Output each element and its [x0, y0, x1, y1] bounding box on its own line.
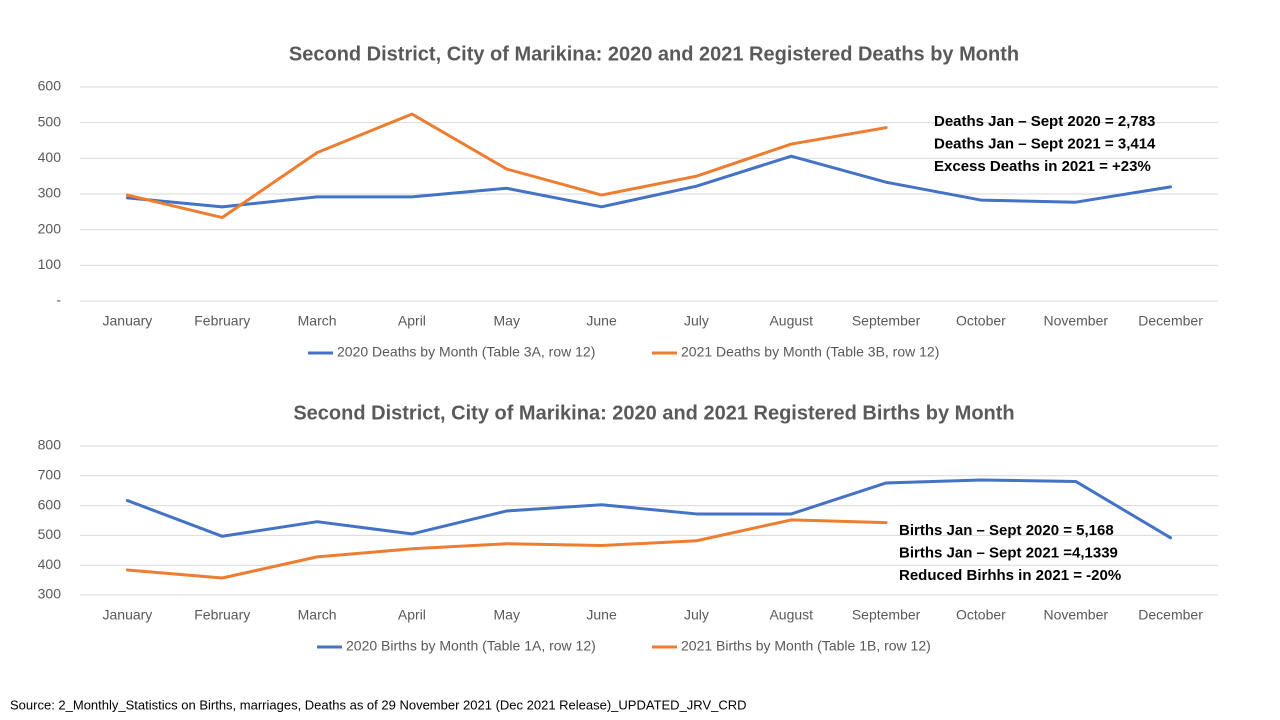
y-tick-label: 200: [38, 220, 62, 236]
x-tick-label: September: [852, 313, 921, 329]
y-tick-label: 600: [38, 496, 62, 512]
chart-title: Second District, City of Marikina: 2020 …: [289, 43, 1019, 65]
x-tick-label: December: [1138, 313, 1203, 329]
y-tick-label: -: [56, 292, 61, 308]
x-tick-label: November: [1043, 313, 1108, 329]
x-tick-label: March: [298, 607, 337, 623]
y-tick-label: 100: [38, 256, 62, 272]
y-tick-label: 800: [38, 437, 62, 453]
chart-title: Second District, City of Marikina: 2020 …: [293, 402, 1014, 424]
legend-label: 2020 Deaths by Month (Table 3A, row 12): [337, 344, 595, 360]
x-tick-label: October: [956, 313, 1006, 329]
x-tick-label: March: [298, 313, 337, 329]
annotation: Deaths Jan – Sept 2020 = 2,783: [934, 113, 1155, 130]
x-tick-label: January: [103, 607, 153, 623]
x-tick-label: November: [1043, 607, 1108, 623]
annotation: Deaths Jan – Sept 2021 = 3,414: [934, 135, 1156, 152]
x-tick-label: February: [194, 607, 250, 623]
y-tick-label: 500: [38, 113, 62, 129]
x-tick-label: February: [194, 313, 250, 329]
x-tick-label: October: [956, 607, 1006, 623]
annotation: Births Jan – Sept 2020 = 5,168: [899, 522, 1114, 539]
y-tick-label: 300: [38, 586, 62, 602]
y-tick-label: 400: [38, 556, 62, 572]
y-tick-label: 700: [38, 467, 62, 483]
x-tick-label: May: [494, 313, 520, 329]
data-line: [125, 154, 1173, 209]
x-tick-label: June: [586, 313, 617, 329]
x-tick-label: May: [494, 607, 520, 623]
x-tick-label: July: [684, 607, 709, 623]
x-tick-label: August: [769, 313, 813, 329]
y-tick-label: 400: [38, 149, 62, 165]
data-line: [125, 478, 1173, 540]
legend-label: 2021 Deaths by Month (Table 3B, row 12): [681, 344, 939, 360]
legend-label: 2020 Births by Month (Table 1A, row 12): [346, 638, 596, 654]
x-tick-label: August: [769, 607, 813, 623]
annotation: Reduced Birhhs in 2021 = -20%: [899, 567, 1121, 584]
y-tick-label: 500: [38, 526, 62, 542]
x-tick-label: April: [398, 313, 426, 329]
x-tick-label: April: [398, 607, 426, 623]
legend-label: 2021 Births by Month (Table 1B, row 12): [681, 638, 931, 654]
x-tick-label: January: [103, 313, 153, 329]
data-line: [125, 112, 888, 220]
data-line: [125, 518, 888, 580]
annotation: Births Jan – Sept 2021 =4,1339: [899, 544, 1118, 561]
x-tick-label: September: [852, 607, 921, 623]
y-tick-label: 600: [38, 78, 62, 94]
source-note: Source: 2_Monthly_Statistics on Births, …: [10, 697, 747, 712]
annotation: Excess Deaths in 2021 = +23%: [934, 158, 1151, 175]
x-tick-label: July: [684, 313, 709, 329]
x-tick-label: December: [1138, 607, 1203, 623]
x-tick-label: June: [586, 607, 617, 623]
y-tick-label: 300: [38, 185, 62, 201]
